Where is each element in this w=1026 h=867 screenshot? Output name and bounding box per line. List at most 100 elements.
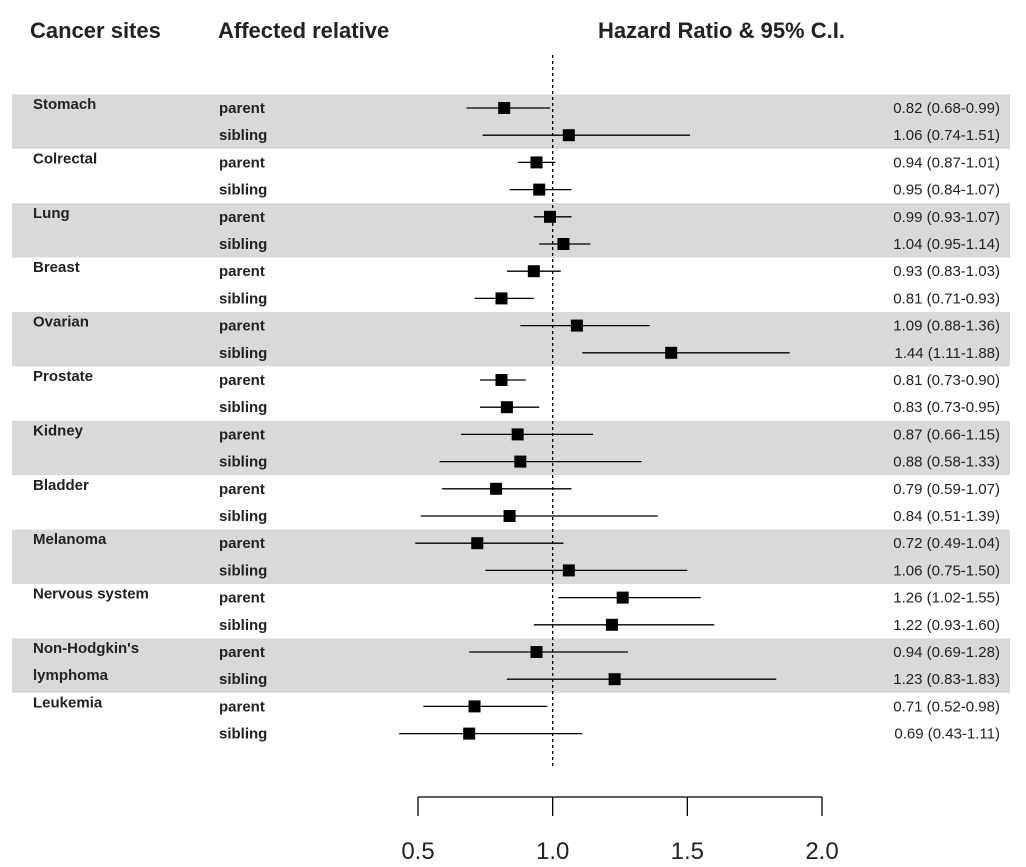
cancer-site-label: Non-Hodgkin's <box>33 640 139 657</box>
hr-marker <box>498 102 511 114</box>
hr-ci-label: 0.95 (0.84-1.07) <box>893 182 1000 199</box>
relative-label: parent <box>219 590 265 607</box>
hr-marker <box>514 455 527 468</box>
hr-ci-label: 1.44 (1.11-1.88) <box>894 345 1000 362</box>
x-axis: 0.5 1.0 1.5 2.0 <box>401 796 839 865</box>
hr-ci-label: 1.26 (1.02-1.55) <box>893 590 1000 607</box>
cancer-site-label: Lung <box>33 205 70 222</box>
hr-ci-label: 1.06 (0.74-1.51) <box>893 127 1000 144</box>
header-hazard-ratio: Hazard Ratio & 95% C.I. <box>598 18 845 43</box>
hr-marker <box>471 537 484 550</box>
relative-label: parent <box>219 100 265 117</box>
relative-label: sibling <box>219 726 267 743</box>
hr-marker <box>500 401 513 414</box>
hr-ci-label: 1.09 (0.88-1.36) <box>893 318 1000 335</box>
hr-ci-label: 0.82 (0.68-0.99) <box>893 100 1000 117</box>
hr-ci-label: 0.69 (0.43-1.11) <box>894 726 1000 743</box>
hr-marker <box>543 210 556 223</box>
relative-label: sibling <box>219 399 267 416</box>
relative-label: parent <box>219 318 265 335</box>
hr-ci-label: 0.87 (0.66-1.15) <box>893 426 1000 443</box>
cancer-site-label: Prostate <box>33 368 93 385</box>
hr-marker <box>608 673 621 686</box>
x-tick-label: 0.5 <box>401 838 434 865</box>
cancer-site-label: Leukemia <box>33 694 103 711</box>
hr-marker <box>527 265 540 278</box>
hr-ci-label: 0.79 (0.59-1.07) <box>893 481 1000 498</box>
x-tick-label: 2.0 <box>805 838 838 865</box>
cancer-site-label: Bladder <box>33 477 89 494</box>
hr-marker <box>533 183 546 196</box>
header-affected-relative: Affected relative <box>218 18 389 43</box>
x-tick-label: 1.5 <box>671 838 704 865</box>
relative-label: parent <box>219 263 265 280</box>
hr-ci-label: 0.93 (0.83-1.03) <box>893 263 1000 280</box>
group-band <box>12 94 1010 149</box>
relative-label: sibling <box>219 182 267 199</box>
group-band <box>12 203 1010 258</box>
hr-marker <box>530 646 543 658</box>
group-band <box>12 529 1010 584</box>
relative-label: sibling <box>219 454 267 471</box>
relative-label: parent <box>219 154 265 171</box>
hr-marker <box>562 129 575 142</box>
relative-label: parent <box>219 426 265 443</box>
hr-marker <box>490 482 503 495</box>
hr-marker <box>557 238 570 250</box>
forest-rows: Stomach parent 0.82 (0.68-0.99) sibling 1.06… <box>33 96 1000 743</box>
hr-marker <box>468 700 481 713</box>
relative-label: sibling <box>219 236 267 253</box>
group-band <box>12 638 1010 693</box>
group-band <box>12 420 1010 476</box>
hr-ci-label: 0.88 (0.58-1.33) <box>893 454 1000 471</box>
relative-label: sibling <box>219 671 267 688</box>
hr-marker <box>530 156 543 169</box>
cancer-site-label: Ovarian <box>33 314 89 331</box>
hr-ci-label: 0.72 (0.49-1.04) <box>893 535 1000 552</box>
hr-ci-label: 0.94 (0.69-1.28) <box>893 644 1000 661</box>
hr-marker <box>463 727 476 740</box>
relative-label: sibling <box>219 127 267 144</box>
cancer-site-label: lymphoma <box>33 667 109 684</box>
hr-ci-label: 1.06 (0.75-1.50) <box>893 562 1000 579</box>
relative-label: parent <box>219 209 265 226</box>
row-bands <box>12 94 1010 693</box>
hr-ci-label: 0.83 (0.73-0.95) <box>893 399 1000 416</box>
hr-ci-label: 0.81 (0.73-0.90) <box>893 372 1000 389</box>
hr-ci-label: 1.23 (0.83-1.83) <box>893 671 1000 688</box>
relative-label: sibling <box>219 617 267 634</box>
hr-marker <box>511 428 524 441</box>
relative-label: sibling <box>219 345 267 362</box>
cancer-site-label: Kidney <box>33 422 84 439</box>
cancer-site-label: Breast <box>33 259 80 276</box>
hr-ci-label: 0.99 (0.93-1.07) <box>893 209 1000 226</box>
cancer-site-label: Melanoma <box>33 531 107 548</box>
hr-marker <box>605 618 618 631</box>
hr-marker <box>495 374 508 386</box>
hr-ci-label: 1.04 (0.95-1.14) <box>893 236 1000 253</box>
hr-marker <box>562 564 575 577</box>
hr-marker <box>570 319 583 332</box>
cancer-site-label: Nervous system <box>33 586 149 603</box>
relative-label: sibling <box>219 290 267 307</box>
hr-ci-label: 0.81 (0.71-0.93) <box>893 290 1000 307</box>
x-tick-label: 1.0 <box>536 838 569 865</box>
hr-marker <box>495 292 508 305</box>
hr-ci-label: 0.94 (0.87-1.01) <box>893 154 1000 171</box>
hr-ci-label: 0.84 (0.51-1.39) <box>893 508 1000 525</box>
hr-marker <box>616 591 629 604</box>
hr-ci-label: 1.22 (0.93-1.60) <box>893 617 1000 634</box>
hr-marker <box>665 346 678 359</box>
header-cancer-sites: Cancer sites <box>30 18 161 43</box>
cancer-site-label: Colrectal <box>33 150 97 167</box>
hr-ci-label: 0.71 (0.52-0.98) <box>893 698 1000 715</box>
relative-label: sibling <box>219 508 267 525</box>
group-band <box>12 312 1010 367</box>
relative-label: parent <box>219 481 265 498</box>
relative-label: parent <box>219 644 265 661</box>
relative-label: sibling <box>219 562 267 579</box>
relative-label: parent <box>219 698 265 715</box>
relative-label: parent <box>219 372 265 389</box>
cancer-site-label: Stomach <box>33 96 96 113</box>
